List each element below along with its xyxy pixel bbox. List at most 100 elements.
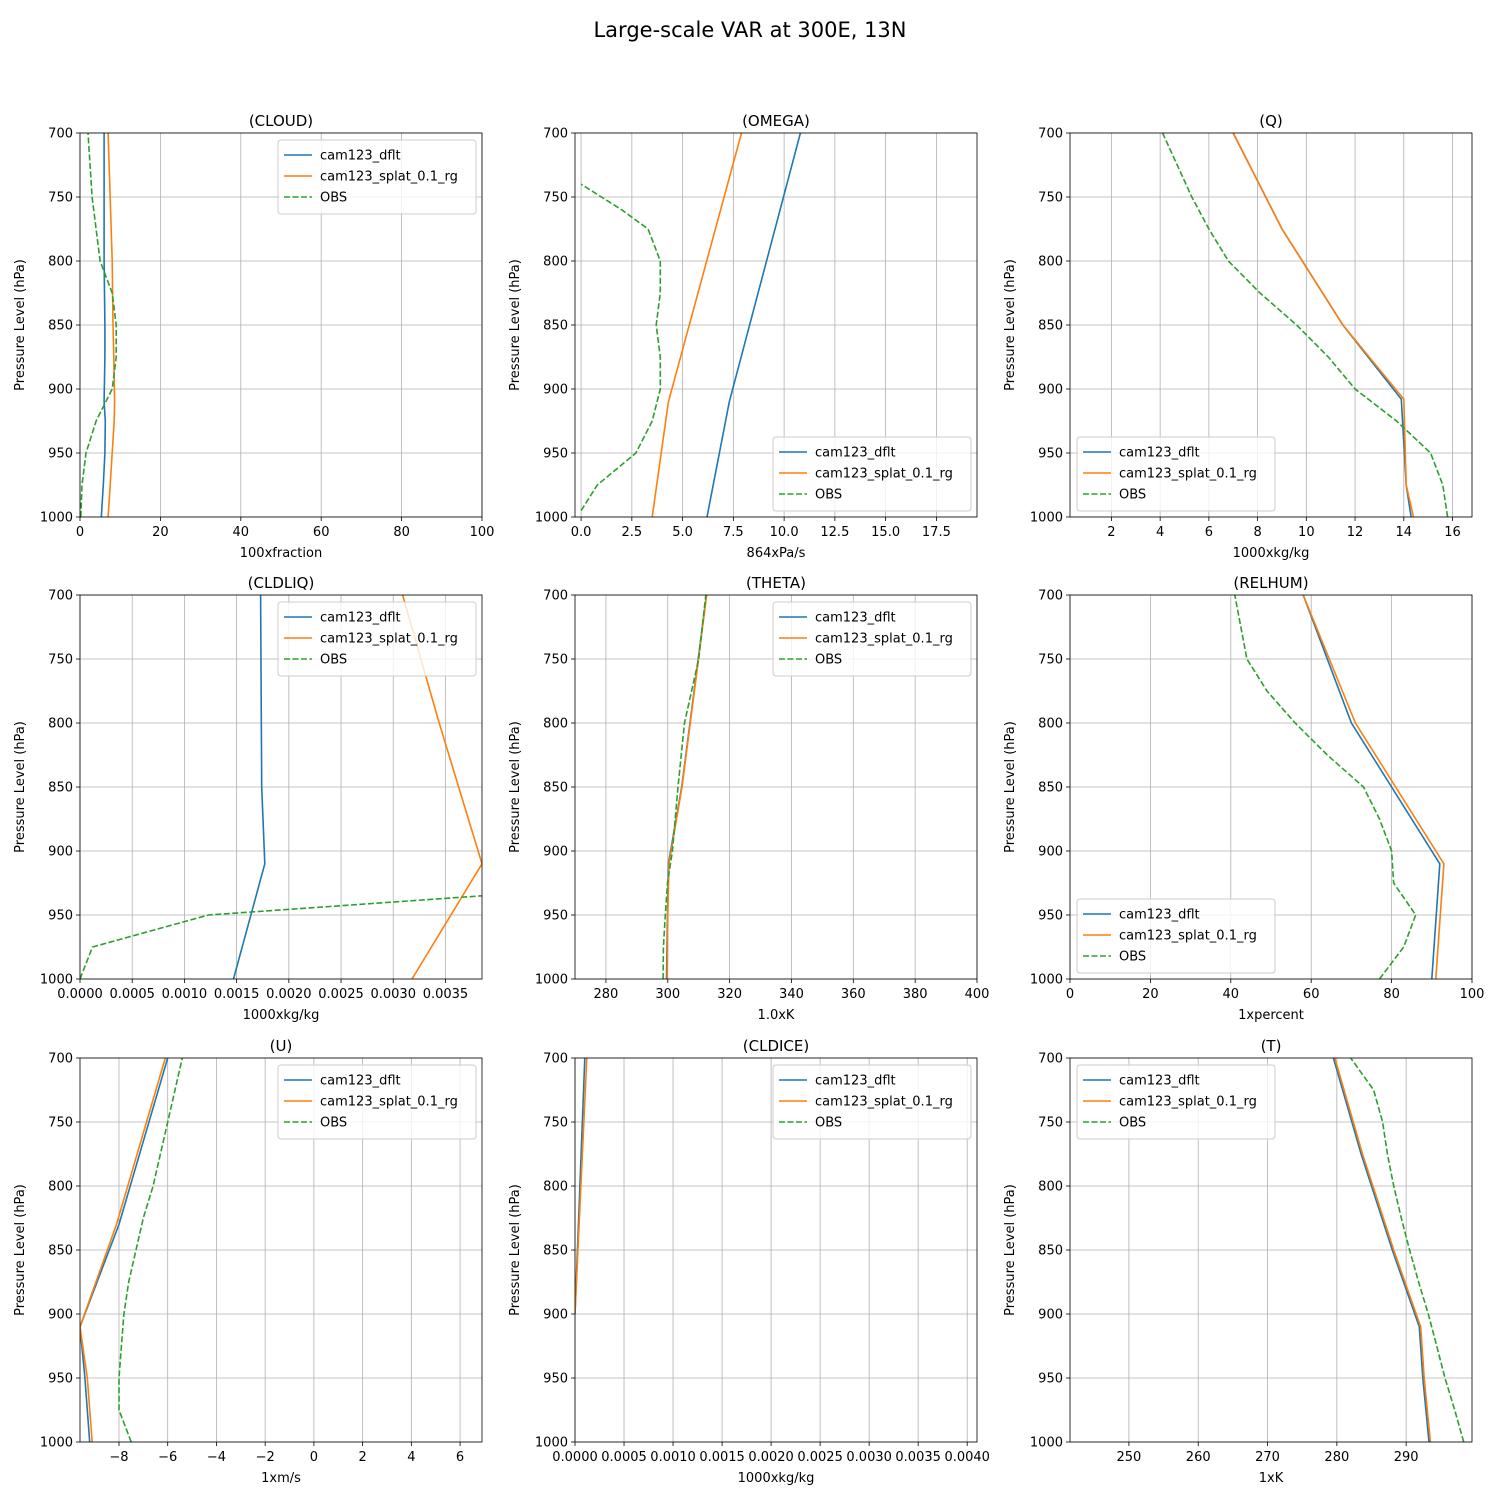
y-tick-label: 1000 — [1030, 973, 1063, 988]
y-tick-label: 850 — [48, 319, 73, 334]
series-line-OBS — [580, 183, 662, 512]
y-tick-label: 1000 — [40, 973, 73, 988]
y-tick-label: 800 — [48, 255, 73, 270]
series-lines — [662, 595, 708, 979]
x-tick-label: 0.0015 — [699, 1450, 745, 1465]
x-tick-label: 0.0030 — [846, 1450, 892, 1465]
x-tick-label: 0.0035 — [895, 1450, 941, 1465]
y-tick-label: 700 — [543, 127, 568, 142]
y-axis-label: Pressure Level (hPa) — [13, 721, 28, 853]
x-tick-label: 340 — [779, 987, 804, 1002]
x-tick-label: 2 — [1107, 525, 1115, 540]
panel-title: (T) — [1261, 1037, 1282, 1055]
legend: cam123_dflt cam123_splat_0.1_rg OBS — [277, 139, 477, 215]
legend-label: OBS — [815, 653, 842, 668]
x-tick-label: 6 — [456, 1450, 464, 1465]
y-tick-label: 900 — [48, 383, 73, 398]
x-tick-label: 2 — [358, 1450, 366, 1465]
y-tick-label: 1000 — [535, 511, 568, 526]
x-tick-label: 0.0030 — [370, 987, 416, 1002]
y-tick-label: 700 — [48, 589, 73, 604]
x-axis-label: 1xm/s — [261, 1471, 301, 1486]
legend-label: cam123_dflt — [815, 611, 896, 626]
x-tick-label: 4 — [1156, 525, 1164, 540]
legend: cam123_dflt cam123_splat_0.1_rg OBS — [277, 1064, 477, 1140]
x-tick-label: 0 — [76, 525, 84, 540]
y-tick-label: 800 — [543, 717, 568, 732]
x-tick-label: 0.0005 — [601, 1450, 647, 1465]
series-line-OBS — [1350, 1058, 1465, 1442]
legend-label: OBS — [1119, 488, 1146, 503]
y-axis-label: Pressure Level (hPa) — [508, 721, 523, 853]
y-tick-label: 1000 — [40, 511, 73, 526]
y-tick-label: 950 — [1038, 447, 1063, 462]
y-axis-label: Pressure Level (hPa) — [13, 1184, 28, 1316]
x-axis-label: 1xK — [1259, 1471, 1284, 1486]
x-tick-label: 10 — [1298, 525, 1315, 540]
y-axis-label: Pressure Level (hPa) — [508, 259, 523, 391]
y-tick-label: 950 — [543, 447, 568, 462]
y-axis-label: Pressure Level (hPa) — [508, 1184, 523, 1316]
series-lines — [80, 1058, 184, 1442]
y-tick-label: 700 — [543, 1052, 568, 1067]
x-tick-label: 0.0025 — [318, 987, 364, 1002]
legend-label: cam123_splat_0.1_rg — [320, 1095, 458, 1110]
panel-cloud: 0 20 40 60 80 100 700 750 800 850 900 950 1000 (CLOUD… — [13, 112, 494, 561]
legend-label: cam123_splat_0.1_rg — [815, 1095, 953, 1110]
y-tick-label: 1000 — [535, 1436, 568, 1451]
x-tick-label: 290 — [1394, 1450, 1419, 1465]
legend: cam123_dflt cam123_splat_0.1_rg OBS — [772, 436, 972, 512]
x-tick-label: 0 — [310, 1450, 318, 1465]
legend-box — [1076, 436, 1276, 512]
y-tick-label: 1000 — [40, 1436, 73, 1451]
legend-label: OBS — [320, 1116, 347, 1131]
panel-q: 2 4 6 8 10 12 14 16 700 750 800 850 900 950 1000 (Q) 100… — [1003, 112, 1473, 561]
x-tick-label: 10.0 — [770, 525, 799, 540]
panel-title: (CLDLIQ) — [248, 574, 315, 592]
legend-label: cam123_dflt — [1119, 908, 1200, 923]
legend-label: cam123_splat_0.1_rg — [815, 467, 953, 482]
legend-label: OBS — [320, 191, 347, 206]
y-tick-label: 950 — [1038, 1372, 1063, 1387]
legend-box — [277, 1064, 477, 1140]
x-tick-label: 80 — [393, 525, 410, 540]
legend: cam123_dflt cam123_splat_0.1_rg OBS — [277, 601, 477, 677]
y-tick-label: 800 — [48, 717, 73, 732]
x-axis-label: 864xPa/s — [747, 546, 806, 561]
panel-title: (OMEGA) — [742, 112, 810, 130]
y-tick-label: 900 — [48, 845, 73, 860]
x-axis-label: 1000xkg/kg — [738, 1471, 815, 1486]
series-line-cam123_splat_0.1_rg — [1302, 595, 1445, 979]
legend-label: cam123_dflt — [320, 1074, 401, 1089]
legend-label: OBS — [320, 653, 347, 668]
y-tick-label: 700 — [543, 589, 568, 604]
x-tick-label: 100 — [470, 525, 495, 540]
legend: cam123_dflt cam123_splat_0.1_rg OBS — [1076, 436, 1276, 512]
y-tick-label: 750 — [48, 191, 73, 206]
y-tick-label: 950 — [1038, 909, 1063, 924]
panel-u: −8 −6 −4 −2 0 2 4 6 700 750 800 850 900 950 1000 (U) 1xm… — [13, 1037, 483, 1486]
y-tick-label: 850 — [543, 319, 568, 334]
x-tick-label: 0.0005 — [109, 987, 155, 1002]
y-tick-label: 750 — [1038, 1116, 1063, 1131]
x-tick-label: 2.5 — [622, 525, 643, 540]
series-line-cam123_splat_0.1_rg — [651, 133, 743, 517]
x-tick-label: 0 — [1066, 987, 1074, 1002]
legend-label: cam123_splat_0.1_rg — [1119, 467, 1257, 482]
y-tick-label: 850 — [1038, 1244, 1063, 1259]
x-tick-label: −4 — [207, 1450, 226, 1465]
x-tick-label: −2 — [256, 1450, 275, 1465]
x-tick-label: 15.0 — [871, 525, 900, 540]
x-tick-label: 4 — [407, 1450, 415, 1465]
panel-theta: 280 300 320 340 360 380 400 700 750 800 850 900 950 1… — [508, 574, 989, 1023]
x-tick-label: 280 — [1324, 1450, 1349, 1465]
x-tick-label: 0.0010 — [650, 1450, 696, 1465]
panel-cldice: 0.0000 0.0005 0.0010 0.0015 0.0020 0.0025 0.00… — [508, 1037, 990, 1486]
x-tick-label: 80 — [1383, 987, 1400, 1002]
series-lines — [1161, 133, 1449, 517]
x-tick-label: 17.5 — [922, 525, 951, 540]
x-tick-label: 20 — [1142, 987, 1159, 1002]
panel-omega: 0.0 2.5 5.0 7.5 10.0 12.5 15.0 17.5 700 750 800 850… — [508, 112, 978, 561]
y-tick-label: 750 — [543, 1116, 568, 1131]
x-tick-label: 60 — [1303, 987, 1320, 1002]
